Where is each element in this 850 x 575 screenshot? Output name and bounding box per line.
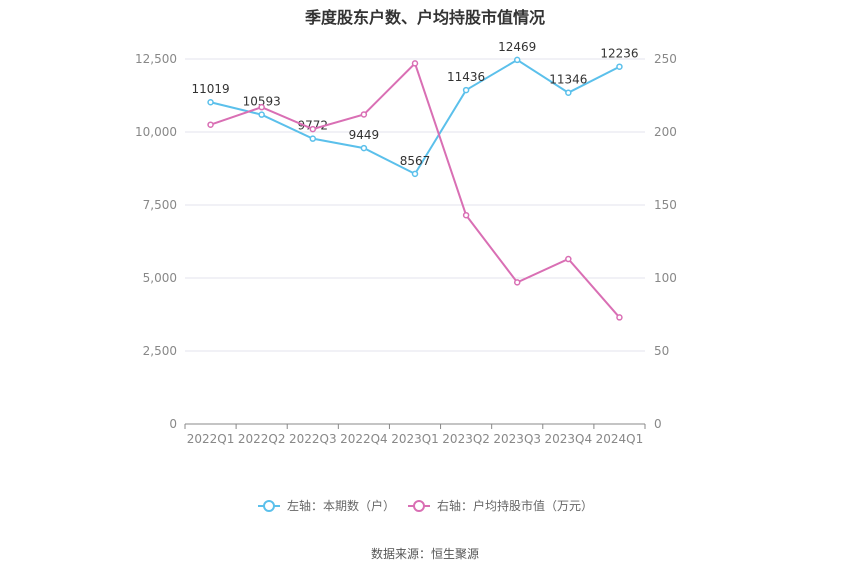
y-right-tick-label: 100 xyxy=(654,271,677,285)
data-point xyxy=(616,314,623,321)
data-point xyxy=(309,125,317,133)
x-tick-label: 2022Q4 xyxy=(340,432,388,446)
y-left-tick-label: 7,500 xyxy=(143,198,177,212)
y-left-tick-label: 2,500 xyxy=(143,344,177,358)
legend-label: 左轴：本期数（户） xyxy=(287,498,395,513)
data-label: 9449 xyxy=(349,128,380,142)
x-tick-label: 2022Q2 xyxy=(238,432,286,446)
data-label: 11346 xyxy=(549,73,587,87)
y-right-tick-label: 200 xyxy=(654,125,677,139)
x-tick-label: 2022Q1 xyxy=(187,432,235,446)
y-right-tick-label: 50 xyxy=(654,344,669,358)
data-point xyxy=(207,98,214,106)
y-left-tick-label: 12,500 xyxy=(135,52,177,66)
y-left-tick-label: 5,000 xyxy=(143,271,177,285)
data-point xyxy=(616,63,623,70)
x-tick-label: 2022Q3 xyxy=(289,432,337,446)
data-point xyxy=(258,111,265,118)
data-label: 9772 xyxy=(298,119,329,133)
y-right-tick-label: 250 xyxy=(654,52,677,66)
data-point xyxy=(462,86,470,94)
data-point xyxy=(360,144,368,152)
data-point xyxy=(513,56,521,64)
legend-label: 右轴：户均持股市值（万元） xyxy=(437,498,593,513)
data-label: 12469 xyxy=(498,40,536,54)
data-point xyxy=(258,103,265,111)
data-point xyxy=(207,121,214,128)
x-tick-label: 2023Q1 xyxy=(391,432,439,446)
data-label: 12236 xyxy=(600,47,638,61)
legend-marker xyxy=(413,500,425,512)
data-point xyxy=(309,135,317,142)
data-label: 8567 xyxy=(400,154,431,168)
x-tick-label: 2023Q3 xyxy=(493,432,541,446)
data-point xyxy=(513,279,521,286)
x-tick-label: 2023Q2 xyxy=(442,432,490,446)
y-left-tick-label: 10,000 xyxy=(135,125,177,139)
data-point xyxy=(411,170,419,178)
data-label: 11436 xyxy=(447,70,485,84)
y-left-tick-label: 0 xyxy=(169,417,177,431)
data-point xyxy=(360,111,368,118)
data-point xyxy=(462,211,470,219)
x-tick-label: 2024Q1 xyxy=(596,432,644,446)
data-point xyxy=(411,60,419,67)
legend-marker xyxy=(263,500,275,512)
data-point xyxy=(565,255,572,263)
data-source: 数据来源：恒生聚源 xyxy=(370,547,479,561)
x-tick-label: 2023Q4 xyxy=(545,432,593,446)
y-right-tick-label: 150 xyxy=(654,198,677,212)
y-right-tick-label: 0 xyxy=(654,417,662,431)
chart-title: 季度股东户数、户均持股市值情况 xyxy=(304,8,545,27)
data-label: 11019 xyxy=(191,82,229,96)
data-point xyxy=(565,89,572,96)
data-label: 10593 xyxy=(243,95,281,109)
